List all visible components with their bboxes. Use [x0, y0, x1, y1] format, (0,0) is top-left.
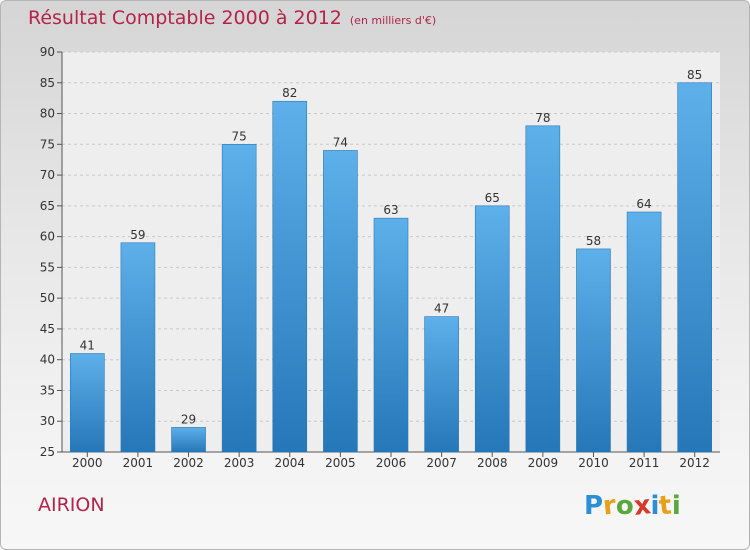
y-tick-label: 65 [40, 199, 55, 213]
bar [424, 316, 459, 453]
logo-letter: i [671, 491, 681, 521]
chart-title: Résultat Comptable 2000 à 2012 [28, 7, 342, 29]
y-tick-label: 75 [40, 137, 55, 151]
y-tick-label: 70 [40, 168, 55, 182]
y-tick-label: 35 [40, 383, 55, 397]
logo-letter: o [615, 491, 634, 521]
y-tick-label: 60 [40, 230, 55, 244]
bar [576, 248, 611, 453]
y-tick-label: 50 [40, 291, 55, 305]
bar [626, 211, 662, 453]
x-tick-label: 2000 [72, 456, 103, 470]
bar-value-label: 64 [636, 197, 651, 211]
bar-value-label: 78 [535, 111, 550, 125]
bar [677, 82, 712, 453]
bar-value-label: 85 [687, 68, 702, 82]
bar [525, 125, 561, 453]
logo-letter: P [584, 491, 604, 521]
x-tick-label: 2002 [173, 456, 204, 470]
bar-value-label: 65 [485, 191, 500, 205]
x-tick-label: 2003 [224, 456, 255, 470]
x-tick-label: 2001 [123, 456, 154, 470]
bar [323, 150, 358, 453]
y-tick-label: 85 [40, 76, 55, 90]
bar-value-label: 29 [181, 412, 196, 426]
bar [70, 353, 105, 453]
x-tick-label: 2007 [426, 456, 457, 470]
x-tick-labels: 2000 2001 2002 2003 2004 2005 2006 2007 2008 2009… [72, 456, 710, 470]
bars [70, 82, 712, 453]
x-tick-label: 2008 [477, 456, 508, 470]
commune-name: AIRION [38, 494, 105, 516]
y-tick-label: 40 [40, 353, 55, 367]
x-tick-label: 2006 [376, 456, 407, 470]
bar-value-label: 59 [130, 228, 145, 242]
bar [171, 427, 206, 453]
chart-title-block: Résultat Comptable 2000 à 2012 (en millie… [28, 7, 436, 29]
y-tick-label: 90 [40, 45, 55, 59]
bar [120, 242, 156, 453]
bar-value-label: 74 [333, 135, 348, 149]
y-tick-label: 55 [40, 260, 55, 274]
x-tick-label: 2009 [528, 456, 559, 470]
bar [474, 205, 510, 453]
bar [373, 217, 409, 453]
y-tick-label: 25 [40, 445, 55, 459]
y-tick-label: 80 [40, 107, 55, 121]
bar-value-label: 75 [232, 129, 247, 143]
x-tick-label: 2005 [325, 456, 356, 470]
logo-letter: x [632, 490, 653, 522]
data-labels: 41 59 29 75 82 74 63 47 65 78 58 64 85 [80, 68, 703, 427]
chart-subtitle: (en milliers d'€) [349, 14, 437, 27]
bar-value-label: 47 [434, 302, 449, 316]
proxiti-logo: Proxiti [584, 490, 681, 522]
y-tick-label: 30 [40, 414, 55, 428]
bar [221, 144, 257, 453]
bar-value-label: 63 [383, 203, 398, 217]
bar [272, 100, 308, 453]
bar-value-label: 82 [282, 86, 297, 100]
x-tick-label: 2004 [274, 456, 305, 470]
bar-value-label: 41 [80, 339, 95, 353]
y-tick-label: 45 [40, 322, 55, 336]
x-tick-label: 2012 [679, 456, 710, 470]
x-tick-label: 2011 [629, 456, 660, 470]
bar-value-label: 58 [586, 234, 601, 248]
logo-letter: i [650, 491, 660, 521]
y-tick-labels: 25 30 35 40 45 50 55 60 65 70 75 80 85 90 [40, 45, 55, 459]
x-tick-label: 2010 [578, 456, 609, 470]
